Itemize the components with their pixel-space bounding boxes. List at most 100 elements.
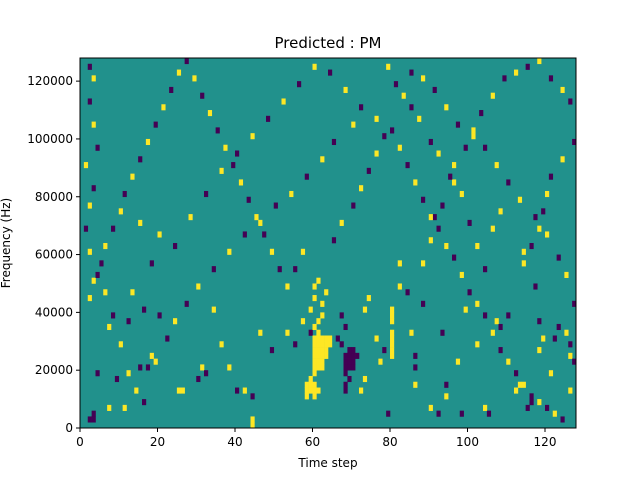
heatmap-cell (173, 243, 178, 250)
heatmap-cell (289, 190, 294, 198)
heatmap-cell (432, 86, 437, 93)
heatmap-cell (320, 364, 325, 371)
heatmap-cell (490, 329, 495, 336)
heatmap-cell (157, 312, 162, 319)
heatmap-cell (386, 63, 391, 70)
heatmap-cell (397, 260, 402, 267)
heatmap-cell (111, 225, 116, 232)
heatmap-cell (91, 410, 96, 417)
heatmap-cell (564, 271, 569, 278)
heatmap-cell (490, 92, 495, 99)
heatmap-cell (312, 358, 317, 365)
heatmap-cell (87, 202, 92, 209)
x-tick-label: 0 (76, 435, 84, 449)
heatmap-cell (343, 323, 348, 331)
heatmap-cell (498, 323, 503, 331)
heatmap-cell (200, 364, 205, 371)
heatmap-cell (339, 219, 344, 226)
heatmap-cell (142, 399, 147, 406)
heatmap-cell (169, 86, 174, 93)
heatmap-cell (475, 341, 480, 348)
y-tick-label: 100000 (27, 132, 73, 146)
heatmap-cell (250, 422, 255, 429)
heatmap-cell (351, 202, 356, 209)
heatmap-cell (409, 69, 414, 76)
heatmap-cell (537, 225, 542, 232)
heatmap-cell (91, 416, 96, 423)
heatmap-cell (467, 289, 472, 296)
heatmap-cell (343, 352, 348, 359)
y-tick-label: 40000 (35, 305, 73, 319)
heatmap-cell (428, 214, 433, 221)
heatmap-cell (421, 196, 426, 203)
heatmap-cell (312, 295, 317, 302)
heatmap-cell (83, 225, 89, 232)
heatmap-cell (126, 370, 131, 377)
x-tick-label: 60 (305, 435, 320, 449)
heatmap-cell (312, 370, 317, 377)
heatmap-cell (308, 306, 313, 313)
heatmap-cell (390, 335, 395, 342)
heatmap-cell (145, 138, 151, 146)
heatmap-cell (300, 248, 306, 255)
heatmap-cell (312, 63, 317, 70)
heatmap-cell (138, 364, 143, 371)
heatmap-cell (548, 370, 554, 377)
heatmap-cell (568, 352, 573, 359)
heatmap-cell (347, 364, 352, 371)
heatmap-cell (359, 387, 364, 394)
heatmap-cell (320, 341, 325, 348)
heatmap-cell (316, 335, 321, 342)
y-tick-label: 120000 (27, 74, 73, 88)
heatmap-cell (91, 277, 96, 284)
heatmap-cell (506, 179, 511, 186)
heatmap-cell (157, 231, 162, 238)
heatmap-cell (235, 387, 240, 394)
heatmap-cell (409, 104, 414, 111)
heatmap-cell (107, 404, 112, 411)
heatmap-cell (320, 312, 325, 319)
heatmap-cell (545, 404, 550, 411)
heatmap-cell (149, 352, 154, 359)
heatmap-cell (87, 98, 92, 105)
heatmap-cell (285, 329, 290, 336)
heatmap-cell (161, 104, 166, 111)
heatmap-cell (401, 92, 406, 99)
heatmap-cell (304, 393, 309, 400)
heatmap-cell (246, 196, 251, 203)
heatmap-cell (176, 69, 182, 76)
y-tick-label: 80000 (35, 190, 73, 204)
heatmap-cell (347, 358, 352, 365)
heatmap-cell (304, 381, 309, 388)
heatmap-cell (351, 352, 356, 359)
heatmap-cell (316, 341, 321, 348)
heatmap-cell (459, 410, 464, 417)
heatmap-cell (529, 393, 534, 400)
heatmap-cell (463, 144, 468, 151)
heatmap-cell (494, 162, 499, 169)
heatmap-cell (475, 300, 480, 307)
heatmap-cell (145, 364, 151, 371)
heatmap-cell (328, 335, 333, 342)
heatmap-cell (320, 156, 325, 163)
heatmap-cell (548, 173, 554, 180)
heatmap-cell (312, 341, 317, 348)
heatmap-cell (568, 98, 573, 105)
heatmap-cell (521, 381, 526, 388)
heatmap-cell (479, 110, 484, 117)
heatmap-cell (304, 387, 309, 394)
heatmap-cell (343, 358, 348, 365)
heatmap-cell (227, 248, 232, 255)
heatmap-cell (316, 364, 321, 371)
heatmap-cell (444, 381, 449, 388)
heatmap-cell (417, 115, 422, 122)
heatmap-cell (359, 104, 364, 111)
heatmap-cell (335, 335, 340, 342)
heatmap-cell (219, 341, 224, 348)
heatmap-cell (211, 266, 216, 273)
heatmap-cell (196, 375, 201, 383)
heatmap-cell (95, 144, 100, 151)
heatmap-cell (560, 156, 565, 163)
heatmap-cell (374, 115, 379, 122)
